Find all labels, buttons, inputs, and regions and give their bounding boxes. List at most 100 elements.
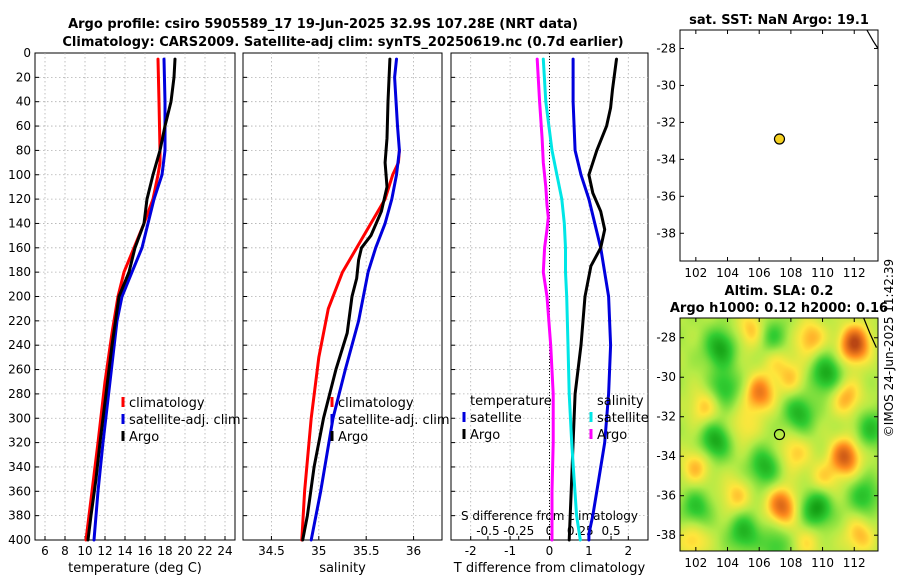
sst-map-xtick-label: 110 — [811, 266, 834, 280]
temperature-xtick-label: 10 — [77, 544, 92, 558]
difference-s-tick-label: 0.5 — [602, 524, 621, 538]
temperature-ytick-label: 320 — [8, 436, 31, 450]
temperature-legend-0: climatology — [129, 396, 205, 411]
temperature-ytick-label: 200 — [8, 290, 31, 304]
difference-xtick-label: 2 — [624, 544, 632, 558]
sst-map-xtick-label: 102 — [684, 266, 707, 280]
sla-map-xtick-label: 102 — [684, 556, 707, 570]
sla-map-title: Altim. SLA: 0.2 — [725, 284, 834, 299]
difference-legend-s-1: Argo — [597, 428, 627, 443]
imos-credit: ©IMOS 24-Jun-2025 11:42:39 — [882, 259, 896, 437]
sla-map-argo-marker — [773, 428, 786, 441]
temperature-xtick-label: 8 — [61, 544, 69, 558]
sla-map-xtick-label: 112 — [843, 556, 866, 570]
difference-xlabel: T difference from climatology — [453, 561, 646, 576]
difference-legend-t-title: temperature — [470, 394, 552, 409]
sst-map-xtick-label: 108 — [779, 266, 802, 280]
sla-map-coastline — [863, 317, 877, 348]
temperature-legend-1: satellite-adj. clim — [129, 413, 241, 428]
temperature-xtick-label: 16 — [137, 544, 152, 558]
difference-series-s-satellite — [541, 57, 582, 542]
temperature-ytick-label: 120 — [8, 192, 31, 206]
sla-map-subtitle: Argo h1000: 0.12 h2000: 0.16 — [670, 301, 888, 316]
temperature-ytick-label: 400 — [8, 533, 31, 547]
salinity-legend-0: climatology — [338, 396, 414, 411]
salinity-series-argo — [301, 57, 392, 542]
sla-map-ytick-label: -38 — [656, 528, 676, 542]
sst-map-ytick-label: -34 — [656, 152, 676, 166]
temperature-xtick-label: 14 — [117, 544, 132, 558]
sla-map-ytick-label: -32 — [656, 410, 676, 424]
sst-map-ytick-label: -38 — [656, 226, 676, 240]
temperature-ytick-label: 0 — [23, 46, 31, 60]
difference-xtick-label: 1 — [585, 544, 593, 558]
temperature-ytick-label: 60 — [16, 119, 31, 133]
sst-map-ytick-label: -36 — [656, 189, 676, 203]
difference-xtick-label: -2 — [465, 544, 477, 558]
figure-title-line2: Climatology: CARS2009. Satellite-adj cli… — [62, 35, 623, 50]
salinity-series-satellite-adj-clim — [309, 57, 401, 542]
temperature-ytick-label: 380 — [8, 509, 31, 523]
difference-xtick-label: 0 — [546, 544, 554, 558]
figure-title-line1: Argo profile: csiro 5905589_17 19-Jun-20… — [68, 17, 578, 32]
sst-map-coastline — [866, 29, 879, 49]
sla-map-ytick-label: -28 — [656, 331, 676, 345]
sla-map-xtick-label: 108 — [779, 556, 802, 570]
temperature-xtick-label: 18 — [157, 544, 172, 558]
salinity-xtick-label: 35 — [311, 544, 326, 558]
temperature-ytick-label: 180 — [8, 265, 31, 279]
difference-series-t-argo — [567, 57, 618, 542]
temperature-ytick-label: 100 — [8, 168, 31, 182]
sst-map-ytick-label: -32 — [656, 115, 676, 129]
sst-map-argo-marker — [773, 133, 786, 145]
sst-map-axes — [679, 29, 879, 262]
difference-s-tick-label: -0.25 — [503, 524, 534, 538]
plot-layer: 6 8 10 12 14 16 18 20 22 240204060801001201401601… — [8, 13, 888, 576]
salinity-xlabel: salinity — [319, 561, 366, 576]
sla-map-axes — [679, 317, 879, 552]
temperature-legend-2: Argo — [129, 430, 159, 445]
salinity-legend-2: Argo — [338, 430, 368, 445]
sla-map-xtick-label: 110 — [811, 556, 834, 570]
sla-map-ytick-label: -36 — [656, 489, 676, 503]
sla-map-ytick-label: -30 — [656, 370, 676, 384]
temperature-ytick-label: 240 — [8, 338, 31, 352]
sst-map-xtick-label: 106 — [748, 266, 771, 280]
difference-legend-s-title: salinity — [597, 394, 644, 409]
salinity-xtick-label: 35.5 — [353, 544, 380, 558]
sst-map-xtick-label: 112 — [843, 266, 866, 280]
temperature-series-climatology — [84, 57, 162, 542]
sla-map-ytick-label: -34 — [656, 449, 676, 463]
difference-legend-t-0: satellite — [470, 411, 522, 426]
temperature-ytick-label: 220 — [8, 314, 31, 328]
difference-xtick-label: -1 — [504, 544, 516, 558]
salinity-xtick-label: 34.5 — [258, 544, 285, 558]
sst-map-ytick-label: -30 — [656, 78, 676, 92]
sla-map-xtick-label: 104 — [716, 556, 739, 570]
temperature-ytick-label: 140 — [8, 216, 31, 230]
sla-map-field — [680, 318, 878, 551]
difference-s-tick-label: -0.5 — [476, 524, 499, 538]
temperature-ytick-label: 20 — [16, 70, 31, 84]
sst-map-title: sat. SST: NaN Argo: 19.1 — [689, 13, 869, 28]
sst-map-ytick-label: -28 — [656, 41, 676, 55]
temperature-ytick-label: 280 — [8, 387, 31, 401]
salinity-legend-1: satellite-adj. clim — [338, 413, 450, 428]
salinity-xtick-label: 36 — [406, 544, 421, 558]
sst-map-xtick-label: 104 — [716, 266, 739, 280]
temperature-xtick-label: 6 — [41, 544, 49, 558]
temperature-ytick-label: 160 — [8, 241, 31, 255]
temperature-xtick-label: 12 — [97, 544, 112, 558]
difference-legend-t-1: Argo — [470, 428, 500, 443]
temperature-xtick-label: 24 — [217, 544, 232, 558]
difference-legend-s-0: satellite — [597, 411, 649, 426]
temperature-xtick-label: 20 — [177, 544, 192, 558]
temperature-ytick-label: 80 — [16, 143, 31, 157]
temperature-ytick-label: 260 — [8, 363, 31, 377]
temperature-ytick-label: 340 — [8, 460, 31, 474]
temperature-ytick-label: 40 — [16, 95, 31, 109]
difference-series-s-argo — [535, 57, 555, 542]
temperature-ytick-label: 360 — [8, 484, 31, 498]
temperature-series-satellite-adj-clim — [92, 57, 167, 542]
